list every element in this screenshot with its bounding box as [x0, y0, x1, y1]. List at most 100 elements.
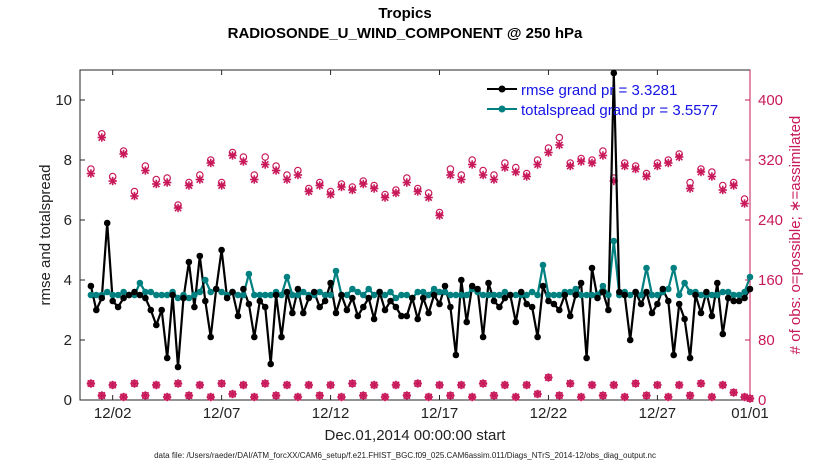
- obs-assimilated-marker: [359, 179, 368, 189]
- rmse-point: [463, 318, 471, 326]
- rmse-point: [234, 312, 242, 320]
- spread-point: [147, 288, 155, 296]
- obs-assimilated-marker: [696, 167, 706, 177]
- spread-point: [458, 291, 465, 299]
- obs-assimilated-marker: [576, 157, 586, 166]
- spread-point: [501, 288, 509, 296]
- rmse-point: [665, 297, 672, 305]
- obs-assimilated-low-marker: [664, 392, 673, 402]
- spread-point: [381, 291, 389, 299]
- obs-assimilated-marker: [282, 175, 292, 184]
- rmse-point: [675, 300, 683, 308]
- spread-point: [675, 291, 683, 299]
- spread-point: [681, 279, 688, 287]
- rmse-point: [398, 312, 405, 320]
- legend-spread-marker: [498, 105, 506, 113]
- spread-point: [648, 291, 656, 299]
- rmse-point: [583, 354, 590, 362]
- rmse-point: [207, 333, 214, 341]
- obs-assimilated-marker: [457, 175, 466, 184]
- obs-assimilated-marker: [413, 187, 422, 196]
- x-tick-label: 12/17: [421, 405, 459, 422]
- spread-point: [158, 291, 165, 299]
- rmse-point: [278, 333, 285, 341]
- obs-assimilated-low-marker: [566, 379, 575, 388]
- rmse-point: [670, 351, 677, 359]
- spread-point: [392, 294, 400, 302]
- obs-assimilated-marker: [533, 160, 542, 169]
- obs-assimilated-marker: [380, 193, 390, 202]
- obs-assimilated-marker: [620, 161, 629, 171]
- obs-assimilated-low-marker: [304, 380, 313, 390]
- rmse-point: [692, 291, 699, 299]
- spread-point: [572, 285, 579, 293]
- rmse-point: [294, 285, 302, 293]
- rmse-point: [512, 318, 520, 326]
- rmse-point: [474, 285, 481, 293]
- rmse-point: [517, 288, 525, 296]
- obs-assimilated-marker: [184, 181, 194, 190]
- obs-assimilated-low-marker: [271, 391, 281, 400]
- obs-assimilated-low-marker: [544, 373, 553, 382]
- spread-point: [278, 291, 285, 299]
- spread-point: [746, 273, 754, 281]
- spread-point: [599, 282, 607, 290]
- spread-point: [240, 291, 247, 299]
- obs-assimilated-marker: [402, 178, 412, 187]
- y2-axis-label: # of obs: o=possible; ∗=assimilated: [787, 116, 804, 355]
- spread-point: [283, 273, 291, 281]
- obs-assimilated-low-marker: [745, 394, 755, 403]
- spread-point: [256, 291, 264, 299]
- obs-assimilated-low-marker: [598, 391, 608, 400]
- rmse-point: [735, 297, 743, 305]
- spread-point: [218, 288, 225, 296]
- spread-point: [387, 288, 394, 296]
- obs-assimilated-low-marker: [184, 391, 194, 400]
- rmse-point: [577, 279, 585, 287]
- rmse-point: [163, 354, 171, 362]
- obs-assimilated-low-marker: [293, 392, 303, 402]
- spread-point: [207, 288, 214, 296]
- rmse-point: [550, 300, 558, 308]
- spread-point: [332, 267, 340, 275]
- obs-assimilated-marker: [435, 211, 444, 220]
- spread-point: [550, 291, 558, 299]
- rmse-point: [354, 312, 362, 320]
- obs-assimilated-low-marker: [413, 379, 422, 388]
- obs-assimilated-marker: [718, 185, 727, 195]
- rmse-point: [300, 309, 307, 317]
- obs-assimilated-low-marker: [729, 388, 738, 397]
- spread-point: [109, 291, 116, 299]
- spread-point: [414, 288, 422, 296]
- y-tick-label: 8: [64, 152, 72, 169]
- obs-assimilated-low-marker: [576, 392, 586, 402]
- obs-assimilated-low-marker: [642, 391, 651, 400]
- obs-assimilated-low-marker: [337, 392, 346, 402]
- obs-assimilated-marker: [467, 160, 477, 169]
- y2-tick-label: 320: [758, 152, 783, 169]
- rmse-point: [741, 294, 748, 302]
- y-tick-label: 10: [55, 92, 72, 109]
- spread-point: [430, 285, 438, 293]
- obs-assimilated-low-marker: [86, 379, 96, 388]
- spread-point: [485, 291, 492, 299]
- spread-point: [708, 291, 716, 299]
- rmse-point: [327, 279, 334, 287]
- spread-point: [87, 291, 95, 299]
- spread-point: [289, 291, 296, 299]
- rmse-point: [496, 303, 503, 311]
- rmse-point: [169, 291, 176, 299]
- x-tick-label: 12/07: [203, 405, 241, 422]
- rmse-point: [724, 294, 732, 302]
- rmse-point: [120, 294, 127, 302]
- obs-assimilated-marker: [271, 166, 281, 175]
- spread-point: [577, 291, 585, 299]
- rmse-point: [196, 252, 204, 260]
- rmse-point: [349, 294, 356, 302]
- rmse-point: [98, 294, 106, 302]
- obs-assimilated-marker: [566, 161, 575, 171]
- rmse-point: [594, 294, 601, 302]
- rmse-point: [240, 285, 247, 293]
- spread-point: [267, 291, 275, 299]
